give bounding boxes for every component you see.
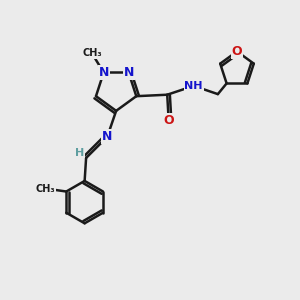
Text: NH: NH — [184, 81, 203, 91]
Text: CH₃: CH₃ — [83, 48, 102, 58]
Text: O: O — [232, 45, 242, 58]
Text: O: O — [164, 114, 174, 127]
Text: CH₃: CH₃ — [36, 184, 56, 194]
Text: N: N — [102, 130, 112, 143]
Text: N: N — [98, 66, 109, 79]
Text: H: H — [75, 148, 84, 158]
Text: N: N — [123, 66, 134, 79]
